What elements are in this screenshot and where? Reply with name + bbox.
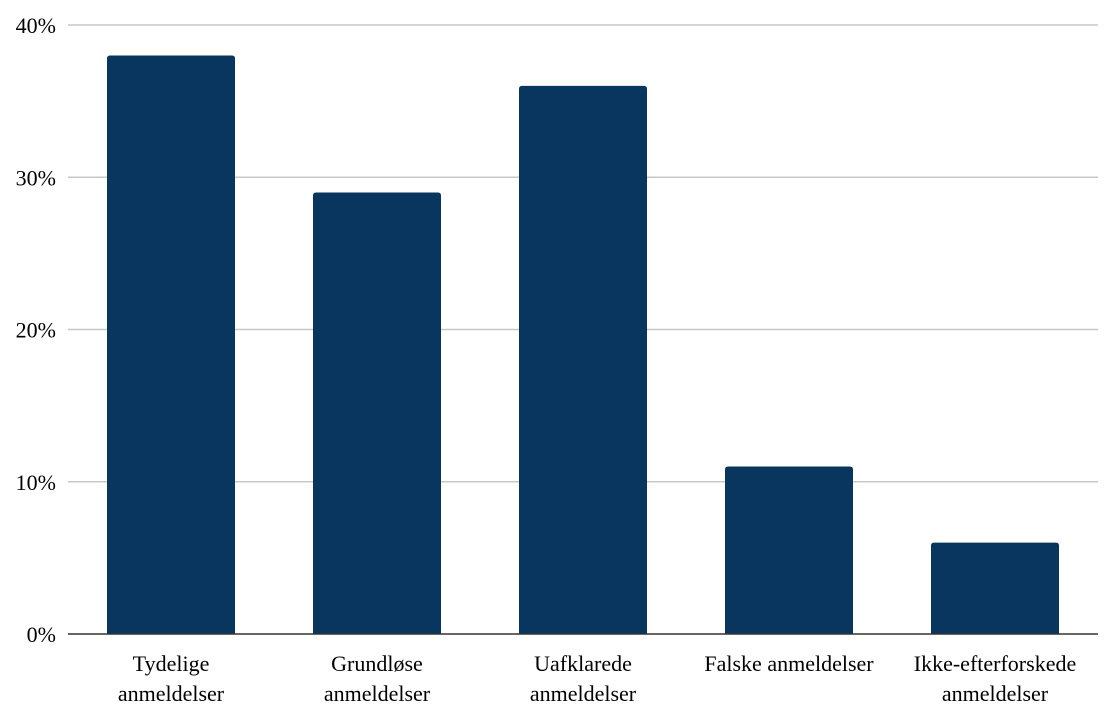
x-category-label: Grundløse — [331, 651, 423, 676]
bars — [107, 55, 1059, 634]
x-axis-category-labels: Tydelige anmeldelser Grundløse anmeldelser U… — [118, 651, 1076, 704]
bar — [313, 192, 441, 634]
x-category-label: anmeldelser — [530, 681, 637, 704]
y-tick-label: 30% — [16, 165, 56, 190]
bar — [931, 542, 1059, 634]
x-category-label: anmeldelser — [942, 681, 1049, 704]
y-tick-label: 20% — [16, 318, 56, 343]
x-category-label: Tydelige — [133, 651, 210, 676]
bar — [107, 55, 235, 634]
bar — [725, 466, 853, 634]
y-tick-label: 40% — [16, 13, 56, 38]
y-axis-tick-labels: 0% 10% 20% 30% 40% — [16, 13, 56, 647]
x-category-label: anmeldelser — [118, 681, 225, 704]
y-tick-label: 10% — [16, 470, 56, 495]
x-category-label: Falske anmeldelser — [704, 651, 874, 676]
bar — [519, 85, 647, 634]
x-category-label: Uafklarede — [534, 651, 632, 676]
y-tick-label: 0% — [27, 622, 56, 647]
x-category-label: Ikke-efterforskede — [914, 651, 1076, 676]
x-category-label: anmeldelser — [324, 681, 431, 704]
